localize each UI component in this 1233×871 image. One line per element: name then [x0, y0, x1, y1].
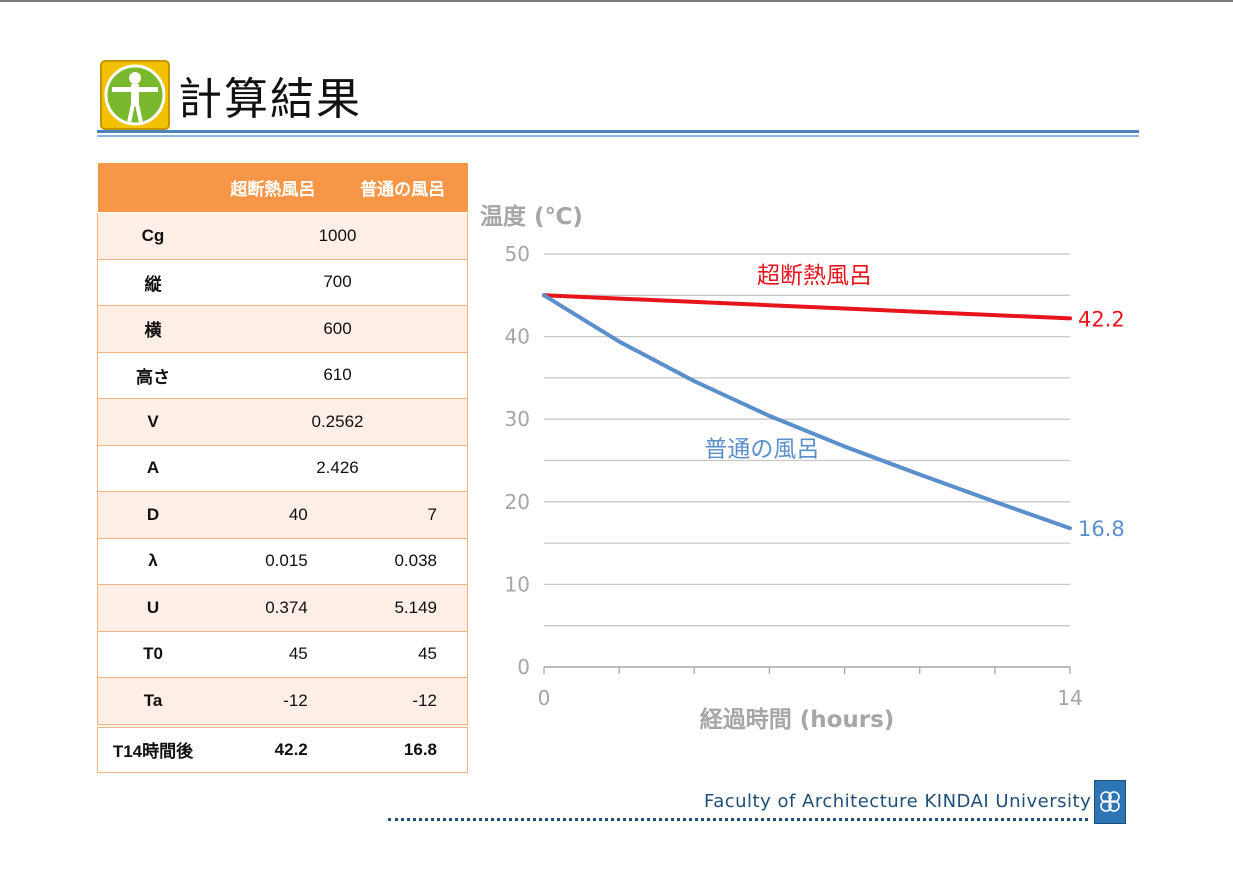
row-label: 横 — [97, 305, 208, 353]
footer-text: Faculty of Architecture KINDAI Universit… — [704, 791, 1092, 812]
row-label: 縦 — [97, 259, 208, 306]
cell-super-insulated: 0.015 — [208, 538, 338, 585]
cell-shared: 1000 — [208, 212, 468, 260]
row-label: λ — [97, 538, 208, 585]
total-super-insulated: 42.2 — [208, 723, 338, 773]
cell-super-insulated: 0.374 — [208, 584, 338, 632]
table-row: Ta -12 -12 — [97, 677, 468, 726]
cell-normal: 45 — [337, 631, 468, 678]
cell-shared: 600 — [208, 305, 468, 353]
table-row: Cg 1000 — [97, 212, 468, 260]
table-row: λ 0.015 0.038 — [97, 538, 468, 585]
row-label: D — [97, 491, 208, 539]
university-emblem-icon — [1094, 780, 1126, 824]
series-line — [542, 293, 1072, 531]
table-header-row: 超断熱風呂 普通の風呂 — [97, 163, 468, 213]
series-name-label: 普通の風呂 — [704, 436, 819, 462]
y-tick-label: 10 — [505, 572, 530, 596]
table-row: U 0.374 5.149 — [97, 584, 468, 632]
table-total-row: T14時間後 42.2 16.8 — [97, 723, 468, 773]
y-tick-label: 50 — [505, 242, 530, 266]
series-end-label: 16.8 — [1078, 517, 1125, 541]
y-axis-label: 温度 (℃) — [480, 203, 583, 230]
row-label: 高さ — [97, 352, 208, 399]
title-rule-thin — [97, 135, 1139, 137]
series-end-label: 42.2 — [1078, 307, 1125, 331]
cell-shared: 2.426 — [208, 445, 468, 492]
table-row: T0 45 45 — [97, 631, 468, 678]
cell-normal: 7 — [337, 491, 468, 539]
table-row: D 40 7 — [97, 491, 468, 539]
results-table: 超断熱風呂 普通の風呂 Cg 1000 縦 700 横 600 高さ 610 V… — [97, 163, 468, 773]
y-tick-label: 40 — [505, 325, 530, 349]
cell-normal: -12 — [337, 677, 468, 726]
cell-super-insulated: -12 — [208, 677, 338, 726]
total-normal: 16.8 — [337, 723, 468, 773]
cell-shared: 610 — [208, 352, 468, 399]
table-header-blank — [97, 163, 208, 213]
row-label: Cg — [97, 212, 208, 260]
top-border — [0, 0, 1233, 2]
row-label: T0 — [97, 631, 208, 678]
title-rule — [97, 130, 1139, 133]
y-tick-label: 0 — [517, 655, 530, 679]
series-name-label: 超断熱風呂 — [757, 263, 872, 289]
row-label: U — [97, 584, 208, 632]
cell-normal: 0.038 — [337, 538, 468, 585]
table-header-super-insulated: 超断熱風呂 — [208, 163, 338, 213]
total-label: T14時間後 — [97, 723, 208, 773]
row-label: A — [97, 445, 208, 492]
vitruvian-man-icon — [100, 60, 170, 130]
table-header-normal: 普通の風呂 — [337, 163, 468, 213]
cell-shared: 700 — [208, 259, 468, 306]
cell-shared: 0.2562 — [208, 398, 468, 446]
cell-normal: 5.149 — [337, 584, 468, 632]
footer-dotted-rule — [388, 818, 1088, 821]
table-row: 横 600 — [97, 305, 468, 353]
cell-super-insulated: 40 — [208, 491, 338, 539]
page-title: 計算結果 — [178, 74, 362, 125]
x-tick-label: 0 — [538, 686, 551, 710]
table-row: V 0.2562 — [97, 398, 468, 446]
series-line — [542, 293, 1072, 321]
row-label: V — [97, 398, 208, 446]
x-axis-label: 経過時間 (hours) — [700, 706, 895, 733]
row-label: Ta — [97, 677, 208, 726]
table-row: A 2.426 — [97, 445, 468, 492]
table-row: 高さ 610 — [97, 352, 468, 399]
y-tick-label: 30 — [505, 407, 530, 431]
table-row: 縦 700 — [97, 259, 468, 306]
cell-super-insulated: 45 — [208, 631, 338, 678]
temperature-chart: 0 10 20 30 40 50 0 14 温度 (℃) 経過時間 (hours) 42.2 超断熱風… — [480, 203, 1125, 733]
x-tick-label: 14 — [1057, 686, 1082, 710]
y-tick-label: 20 — [505, 490, 530, 514]
